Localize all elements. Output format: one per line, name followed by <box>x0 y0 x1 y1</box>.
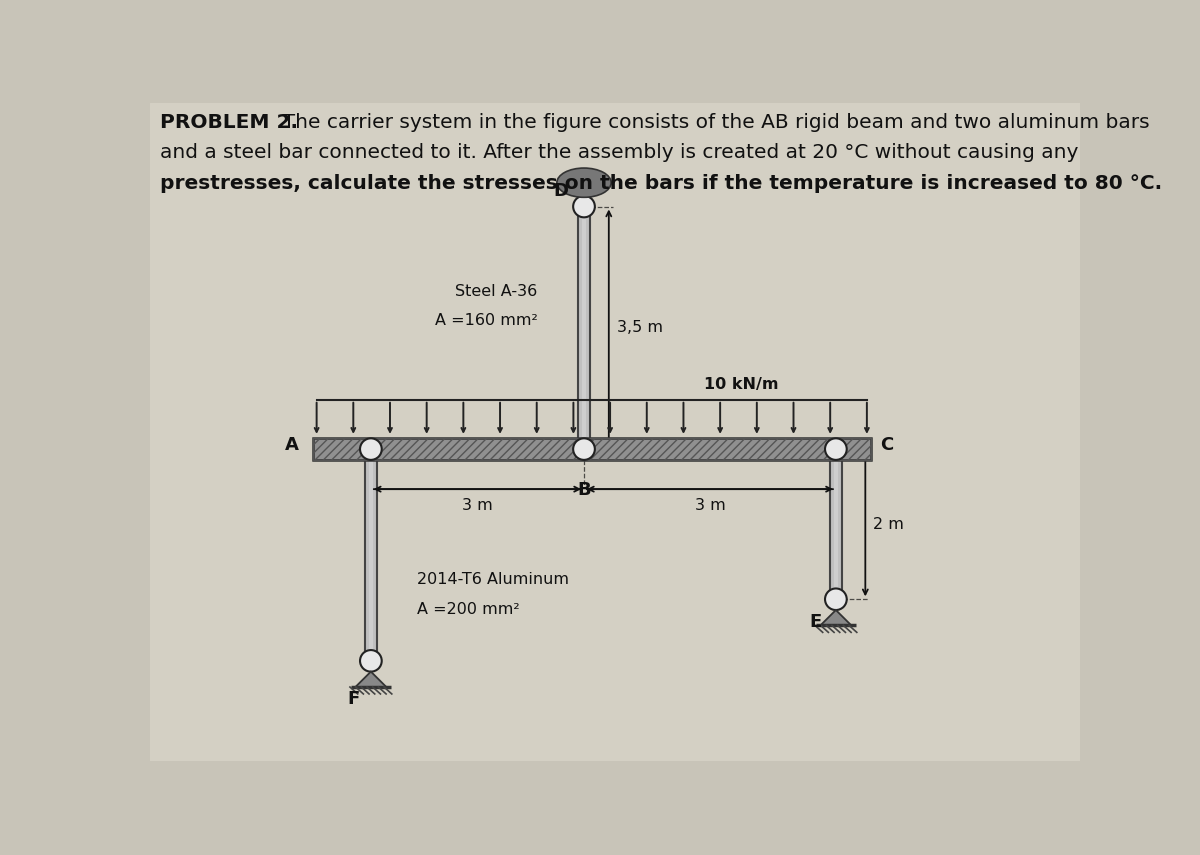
Bar <box>578 207 590 449</box>
Bar <box>313 439 871 460</box>
Circle shape <box>826 439 847 460</box>
Text: 2 m: 2 m <box>874 516 904 532</box>
Text: C: C <box>880 436 893 454</box>
Text: 2014-T6 Aluminum: 2014-T6 Aluminum <box>418 573 569 587</box>
Text: 3 m: 3 m <box>462 498 493 513</box>
Text: 10 kN/m: 10 kN/m <box>704 377 779 392</box>
Bar <box>368 451 373 659</box>
Text: A: A <box>284 436 299 454</box>
Bar <box>834 451 838 598</box>
Text: prestresses, calculate the stresses on the bars if the temperature is increased : prestresses, calculate the stresses on t… <box>160 174 1163 193</box>
Text: A =160 mm²: A =160 mm² <box>434 313 538 328</box>
Text: B: B <box>577 481 590 499</box>
Text: E: E <box>810 613 822 631</box>
Text: F: F <box>348 690 360 708</box>
Circle shape <box>826 588 847 610</box>
Text: and a steel bar connected to it. After the assembly is created at 20 °C without : and a steel bar connected to it. After t… <box>160 144 1079 162</box>
Bar <box>829 449 842 599</box>
Ellipse shape <box>557 168 611 198</box>
Polygon shape <box>821 610 851 625</box>
Text: D: D <box>553 182 569 200</box>
Bar <box>365 449 377 661</box>
Polygon shape <box>355 672 386 687</box>
Bar <box>313 439 871 460</box>
Text: 3,5 m: 3,5 m <box>617 321 662 335</box>
Circle shape <box>574 439 595 460</box>
Text: PROBLEM 2.: PROBLEM 2. <box>160 113 298 132</box>
Text: 3 m: 3 m <box>695 498 725 513</box>
Circle shape <box>574 196 595 217</box>
Circle shape <box>360 650 382 672</box>
Circle shape <box>360 439 382 460</box>
Text: A =200 mm²: A =200 mm² <box>418 602 520 616</box>
Text: Steel A-36: Steel A-36 <box>455 284 538 298</box>
Text: The carrier system in the figure consists of the AB rigid beam and two aluminum : The carrier system in the figure consist… <box>270 113 1150 132</box>
Bar <box>582 208 586 447</box>
